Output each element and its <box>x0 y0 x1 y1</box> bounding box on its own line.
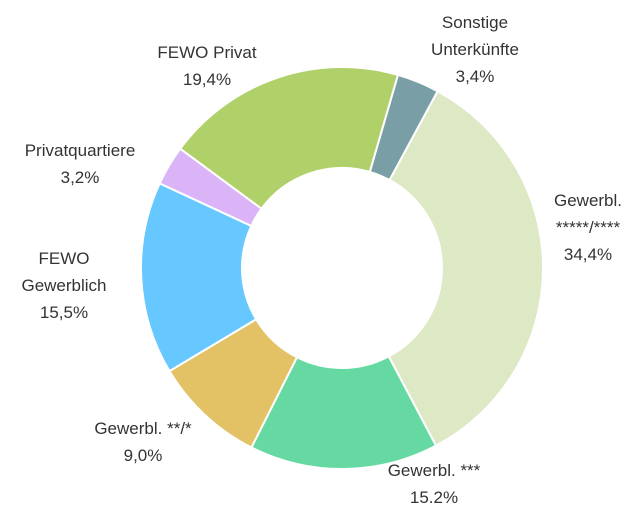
value-label: 3,2% <box>60 168 100 187</box>
category-label: Gewerbl. **/* <box>94 419 192 438</box>
slice-label: FEWO Privat 19,4% <box>157 39 256 93</box>
category-label: FEWO Gewerblich <box>21 249 107 295</box>
donut-slice <box>140 182 258 373</box>
value-label: 19,4% <box>182 70 232 89</box>
value-label: 3,4% <box>455 67 495 86</box>
value-label: 15.2% <box>409 488 459 507</box>
slice-label: Gewerbl. **/* 9,0% <box>94 415 191 469</box>
category-label: Privatquartiere <box>24 141 136 160</box>
slice-label: FEWO Gewerblich 15,5% <box>21 245 106 326</box>
category-label: Gewerbl. *****/**** <box>553 191 623 237</box>
value-label: 9,0% <box>123 446 163 465</box>
slice-label: Sonstige Unterkünfte 3,4% <box>431 9 519 90</box>
slice-label: Gewerbl. *****/**** 34,4% <box>554 187 622 268</box>
category-label: Sonstige Unterkünfte <box>431 13 519 59</box>
category-label: FEWO Privat <box>157 43 257 62</box>
slice-label: Privatquartiere 3,2% <box>25 137 136 191</box>
donut-slice <box>368 73 439 182</box>
value-label: 15,5% <box>39 303 89 322</box>
slice-label: Gewerbl. *** 15.2% <box>388 457 481 508</box>
donut-slice <box>250 355 438 470</box>
donut-slice <box>178 66 400 211</box>
value-label: 34,4% <box>563 245 613 264</box>
donut-slice <box>387 89 544 448</box>
category-label: Gewerbl. *** <box>387 461 481 480</box>
